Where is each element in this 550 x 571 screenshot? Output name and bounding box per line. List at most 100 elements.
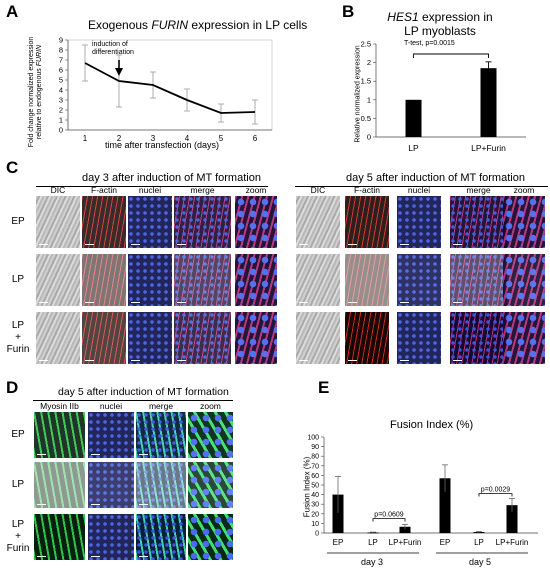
y-tick-label: 70 [311, 463, 319, 470]
x-tick-label: LP [368, 538, 378, 547]
panel-c-right-header: day 5 after induction of MT formation [346, 172, 525, 184]
scale-bar [299, 243, 308, 245]
micrograph-tile [188, 462, 233, 508]
x-tick-label: 6 [253, 134, 258, 143]
bar [405, 99, 422, 137]
y-tick-label: 9 [59, 36, 63, 45]
micrograph-tile [235, 196, 277, 248]
micrograph-tile [128, 312, 172, 364]
y-tick-label: 100 [307, 435, 319, 442]
scale-bar [453, 243, 462, 245]
panel-a-annotation-line1: induction of [92, 41, 128, 48]
scale-bar [131, 243, 140, 245]
scale-bar [348, 243, 357, 245]
panel-label-a: A [6, 2, 19, 21]
panel-e-title: Fusion Index (%) [390, 419, 474, 431]
panel-a-title: Exogenous FURIN expression in LP cells [88, 18, 307, 32]
micrograph-tile [88, 412, 134, 458]
row-label: LP + Furin [6, 519, 30, 554]
scale-bar [37, 503, 46, 505]
micrograph-tile [503, 196, 545, 248]
scale-bar [177, 243, 186, 245]
bar [506, 505, 518, 533]
micrograph-tile [397, 312, 441, 364]
bar [367, 532, 379, 534]
micrograph-tile [397, 196, 441, 248]
panel-a-xlabel: time after transfection (days) [105, 140, 220, 150]
micrograph-tile [136, 462, 186, 508]
scale-bar [37, 555, 46, 557]
data-line [84, 62, 256, 114]
y-tick-label: 90 [311, 444, 319, 451]
micrograph-tile [174, 312, 231, 364]
micrograph-tile [397, 254, 441, 306]
panel-b-title-line2: LP myoblasts [404, 24, 476, 38]
row-label: LP + Furin [6, 320, 30, 355]
significance-bracket-left [372, 518, 406, 522]
column-header: Myosin IIb [40, 401, 79, 411]
y-tick-label: 20 [311, 511, 319, 518]
scale-bar [139, 453, 148, 455]
panel-label-e: E [318, 378, 330, 397]
panel-a-annotation-line2: differentiation [92, 49, 134, 56]
significance-bracket [413, 53, 489, 58]
panel-a-title-pre: Exogenous [88, 18, 152, 32]
row-label: EP [11, 429, 25, 440]
panel-c-left-header: day 3 after induction of MT formation [82, 172, 261, 184]
x-tick-label: LP+Furin [471, 143, 506, 153]
micrograph-tile [450, 196, 507, 248]
micrograph-tile [188, 514, 233, 560]
micrograph-tile [136, 412, 186, 458]
scale-bar [85, 301, 94, 303]
column-header: zoom [513, 185, 535, 195]
micrograph-tile [503, 312, 545, 364]
scale-bar [131, 359, 140, 361]
column-header: zoom [200, 401, 221, 411]
x-tick-label: 1 [83, 134, 88, 143]
panel-e-bar-chart: 0 10 20 30 40 50 60 70 80 90 100 EP LP LP+Furin EP LP LP… [307, 435, 538, 567]
annotation-arrow-head [115, 68, 123, 76]
column-header: merge [148, 401, 174, 411]
panel-d-header: day 5 after induction of MT formation [58, 386, 229, 398]
scale-bar [299, 301, 308, 303]
scale-bar [91, 453, 100, 455]
panel-b-title-post: expression in [418, 10, 493, 24]
x-tick-label: 5 [219, 134, 224, 143]
y-tick-label: 1.5 [361, 77, 371, 86]
column-header: F-actin [354, 185, 380, 195]
panel-a-title-post: expression in LP cells [188, 18, 308, 32]
scale-bar [85, 243, 94, 245]
micrograph-tile [128, 254, 172, 306]
scale-bar [91, 503, 100, 505]
micrograph-tile [235, 312, 277, 364]
scale-bar [139, 555, 148, 557]
scale-bar [177, 359, 186, 361]
panel-a-annotation: induction of differentiation [92, 41, 134, 57]
column-header: F-actin [91, 185, 117, 195]
y-tick-label: 1 [367, 95, 371, 104]
micrograph-tile [174, 196, 231, 248]
y-tick-label: 0 [315, 531, 319, 538]
y-tick-label: 0 [59, 126, 63, 135]
y-tick-label: 40 [311, 492, 319, 499]
panel-label-c: C [6, 158, 19, 177]
y-tick-label: 2.5 [361, 40, 371, 49]
x-tick-label: 3 [151, 134, 156, 143]
y-tick-label: 10 [311, 521, 319, 528]
scale-bar [91, 555, 100, 557]
bar [399, 526, 411, 533]
micrograph-tile [36, 196, 80, 248]
bar [480, 68, 497, 137]
micrograph-tile [450, 312, 507, 364]
y-tick-label: 2 [59, 106, 63, 115]
stat-right: p=0.0029 [481, 487, 510, 494]
column-header: merge [190, 185, 215, 195]
column-header: DIC [50, 185, 66, 195]
x-tick-label: LP [408, 143, 419, 153]
micrograph-tile [36, 254, 80, 306]
panel-b-bar-chart: 0 0.5 1 1.5 2 2.5 LP LP+Furin [361, 40, 526, 153]
y-tick-label: 2 [367, 58, 371, 67]
y-tick-label: 30 [311, 502, 319, 509]
bar [473, 532, 485, 533]
